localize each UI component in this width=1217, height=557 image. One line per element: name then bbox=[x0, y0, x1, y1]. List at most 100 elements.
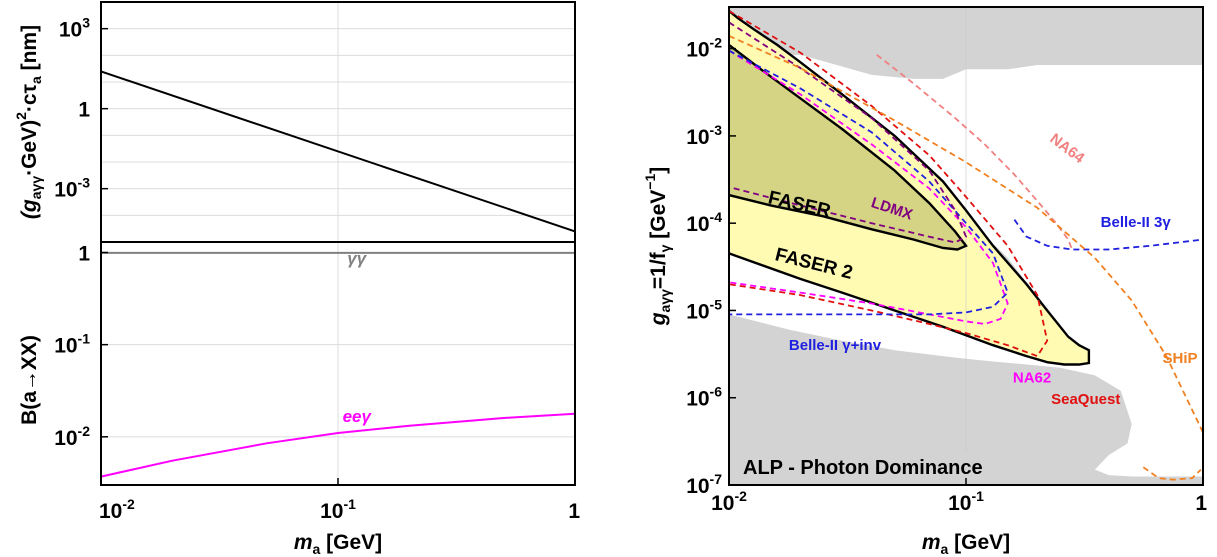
axis-label-part: [GeV bbox=[647, 190, 670, 245]
y-tick-label-exp: -3 bbox=[710, 122, 723, 138]
left-bottom-series bbox=[100, 251, 576, 478]
axis-label-part: γ bbox=[657, 244, 673, 252]
y-tick-label: 10-4 bbox=[686, 209, 722, 236]
curve-label: SeaQuest bbox=[1051, 391, 1120, 408]
curve-ship bbox=[729, 35, 1203, 433]
title-box: ALP - Photon Dominance bbox=[733, 452, 1021, 482]
y-tick-label-exp: -6 bbox=[710, 384, 723, 400]
y-tick-label: 1 bbox=[78, 99, 90, 122]
axis-label-part: a bbox=[313, 541, 321, 557]
x-tick-label-base: 10 bbox=[948, 492, 971, 515]
curve-faser bbox=[729, 44, 968, 251]
curve-ship-low bbox=[1142, 466, 1202, 481]
curve-belle-ii-inv bbox=[729, 49, 1009, 316]
left-top-yticks: 10-3 1 10 3 bbox=[54, 15, 108, 202]
x-tick-label-base: 10 bbox=[320, 500, 343, 523]
axis-label-part: m bbox=[922, 531, 941, 554]
x-tick-label: 1 bbox=[1195, 492, 1207, 515]
region-faser bbox=[729, 45, 966, 250]
y-tick-label-base: 10 bbox=[54, 179, 77, 202]
x-tick-label: 10-1 bbox=[948, 488, 984, 515]
y-tick-label: 1 bbox=[78, 243, 90, 266]
axis-label-part: a bbox=[28, 76, 44, 84]
y-tick-label: 10-3 bbox=[686, 122, 722, 149]
x-tick-label: 10-2 bbox=[711, 488, 747, 515]
curve-label: NA64 bbox=[1047, 130, 1088, 167]
y-tick-label-base: 1 bbox=[78, 243, 90, 266]
axis-label-part: =1/f bbox=[647, 251, 670, 289]
curve-na62 bbox=[729, 49, 1009, 325]
x-tick-label-exp: -2 bbox=[122, 496, 135, 512]
branching-ratio-line bbox=[100, 412, 576, 478]
y-tick-label-exp: -2 bbox=[78, 423, 91, 439]
y-tick-label-exp: -4 bbox=[710, 209, 723, 225]
y-tick-label-exp: -2 bbox=[710, 35, 723, 51]
curve-label: NA62 bbox=[1013, 369, 1051, 386]
curve-na64 bbox=[876, 54, 1073, 250]
axis-label-part: [GeV] bbox=[948, 531, 1010, 554]
x-tick-label-exp: -1 bbox=[343, 496, 356, 512]
left-bottom-xticks: 10-2 10-1 1 bbox=[99, 478, 580, 523]
axis-label-part: ] bbox=[647, 167, 670, 174]
y-tick-label-exp: -7 bbox=[710, 471, 723, 487]
curve-ldmx bbox=[729, 21, 968, 244]
x-tick-label-exp: -2 bbox=[734, 488, 747, 504]
series-label: eeγ bbox=[343, 407, 373, 426]
left-top-series bbox=[100, 70, 576, 233]
y-tick-label-base: 1 bbox=[78, 99, 90, 122]
left-bottom-labels: γγ eeγ bbox=[343, 249, 373, 426]
left-x-axis-label: ma [GeV] bbox=[294, 531, 382, 557]
y-tick-label-base: 10 bbox=[686, 39, 709, 62]
ctau-line bbox=[100, 70, 576, 233]
right-yticks: 10-710-610-510-410-310-2 bbox=[686, 35, 736, 498]
x-tick-label: 10-1 bbox=[320, 496, 356, 523]
y-tick-label-base: 10 bbox=[686, 126, 709, 149]
x-tick-label: 10-2 bbox=[99, 496, 135, 523]
axis-label-part: ·cτ bbox=[18, 83, 41, 112]
y-tick-label-exp: 3 bbox=[82, 15, 90, 31]
curve-label: SHiP bbox=[1163, 350, 1198, 367]
y-tick-label: 10-2 bbox=[54, 423, 90, 450]
y-tick-label-base: 10 bbox=[54, 335, 77, 358]
x-tick-label: 1 bbox=[568, 500, 580, 523]
y-tick-label: 10-1 bbox=[54, 331, 90, 358]
y-tick-label-exp: -1 bbox=[78, 331, 91, 347]
y-tick-label-exp: -3 bbox=[78, 175, 91, 191]
y-tick-label: 10-5 bbox=[686, 296, 722, 323]
right-series bbox=[729, 10, 1203, 481]
y-tick-label: 10-2 bbox=[686, 35, 722, 62]
left-bottom-ylabel: B(a→XX) bbox=[18, 335, 41, 425]
left-top-grid bbox=[101, 2, 575, 242]
x-tick-label-base: 10 bbox=[711, 492, 734, 515]
right-y-axis-label: gaγγ=1/fγ [GeV−1] bbox=[642, 167, 673, 327]
y-tick-label-base: 10 bbox=[686, 300, 709, 323]
x-tick-label-base: 1 bbox=[568, 500, 580, 523]
y-tick-label-exp: -5 bbox=[710, 296, 723, 312]
axis-label-part: g bbox=[647, 312, 670, 326]
y-tick-label: 10-7 bbox=[686, 471, 722, 498]
axis-label-part: [GeV] bbox=[320, 531, 382, 554]
axis-label-part: ·GeV) bbox=[18, 120, 41, 176]
left-top-ylabel: (gaγγ·GeV)2·cτa [nm] bbox=[13, 25, 44, 219]
right-xticks: 10-2 10-1 1 bbox=[711, 478, 1207, 515]
x-tick-label-base: 1 bbox=[1195, 492, 1207, 515]
left-bottom-yticks: 10-210-11 bbox=[54, 243, 108, 450]
axis-label-part: m bbox=[294, 531, 313, 554]
axis-label-part: (g bbox=[18, 199, 41, 219]
y-tick-label-base: 10 bbox=[686, 213, 709, 236]
axis-label-part: 2 bbox=[13, 112, 29, 120]
y-tick-label-base: 10 bbox=[686, 388, 709, 411]
curve-label: Belle-II γ+inv bbox=[789, 337, 882, 354]
axis-label-part: aγγ bbox=[28, 176, 44, 200]
y-tick-label: 10-3 bbox=[54, 175, 90, 202]
right-x-axis-label: ma [GeV] bbox=[922, 531, 1010, 557]
y-tick-label: 10-6 bbox=[686, 384, 722, 411]
y-tick-label-base: 10 bbox=[54, 427, 77, 450]
y-tick-label-base: 10 bbox=[686, 475, 709, 498]
title-box-bg bbox=[733, 452, 1021, 482]
axis-label-part: aγγ bbox=[657, 289, 673, 313]
